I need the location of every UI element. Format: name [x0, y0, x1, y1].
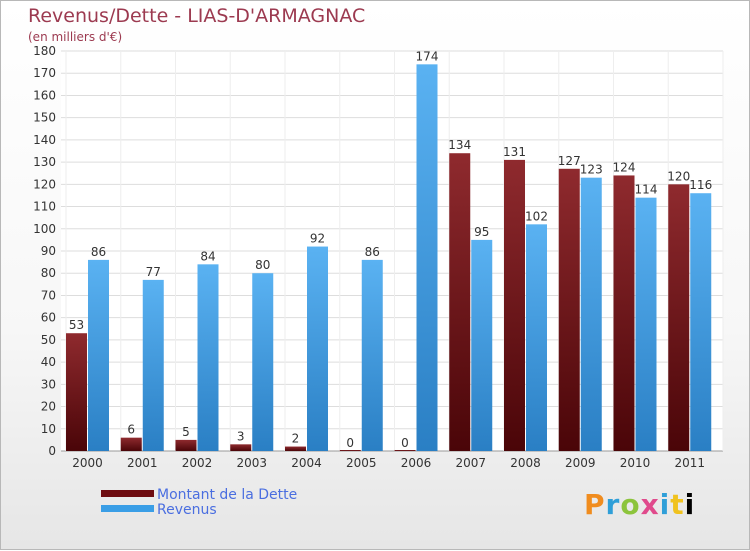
x-tick-label-2009: 2009: [565, 456, 596, 470]
y-tick-label: 10: [41, 422, 56, 436]
bar-revenus-2007: [471, 239, 493, 451]
proxiti-logo: Proxiti: [584, 488, 696, 521]
data-label-revenus-2002: 84: [200, 249, 215, 263]
y-tick-label: 20: [41, 400, 56, 414]
data-label-debt-2000: 53: [69, 318, 84, 332]
data-label-debt-2006: 0: [401, 436, 409, 450]
data-label-revenus-2008: 102: [525, 209, 548, 223]
data-label-debt-2001: 6: [127, 423, 135, 437]
bar-debt-2007: [449, 153, 471, 451]
y-tick-label: 80: [41, 266, 56, 280]
data-label-revenus-2003: 80: [255, 258, 270, 272]
data-label-revenus-2011: 116: [689, 178, 712, 192]
bar-debt-2005: [339, 450, 361, 451]
bar-debt-2003: [230, 444, 252, 451]
bar-debt-2004: [285, 446, 306, 451]
legend-label-revenus: Revenus: [157, 502, 217, 518]
bar-revenus-2003: [252, 273, 274, 451]
x-tick-label-2010: 2010: [620, 456, 651, 470]
x-tick-label-2002: 2002: [182, 456, 213, 470]
y-tick-label: 160: [33, 88, 56, 102]
bar-debt-2001: [120, 437, 142, 451]
bar-debt-2006: [394, 450, 416, 451]
data-label-debt-2010: 124: [613, 160, 636, 174]
bar-revenus-2009: [580, 177, 602, 451]
y-tick-label: 30: [41, 377, 56, 391]
data-label-debt-2004: 2: [292, 432, 300, 446]
legend-swatch-revenus: [101, 505, 154, 512]
y-tick-label: 150: [33, 111, 56, 125]
x-tick-label-2011: 2011: [674, 456, 705, 470]
data-label-revenus-2007: 95: [474, 225, 489, 239]
data-label-debt-2011: 120: [667, 169, 690, 183]
x-tick-label-2007: 2007: [455, 456, 486, 470]
x-tick-label-2006: 2006: [401, 456, 432, 470]
bar-revenus-2010: [635, 197, 657, 451]
bar-debt-2008: [504, 159, 525, 451]
y-tick-label: 140: [33, 133, 56, 147]
data-label-revenus-2000: 86: [91, 245, 106, 259]
y-tick-label: 100: [33, 222, 56, 236]
bar-revenus-2006: [416, 64, 438, 452]
y-tick-label: 0: [48, 444, 56, 458]
data-label-revenus-2004: 92: [310, 232, 325, 246]
y-tick-label: 170: [33, 66, 56, 80]
x-tick-label-2005: 2005: [346, 456, 377, 470]
bar-revenus-2004: [307, 246, 328, 451]
y-tick-label: 130: [33, 155, 56, 169]
chart-title: Revenus/Dette - LIAS-D'ARMAGNAC: [28, 5, 366, 27]
data-label-debt-2008: 131: [503, 145, 526, 159]
data-label-revenus-2005: 86: [365, 245, 380, 259]
data-label-revenus-2009: 123: [580, 163, 603, 177]
x-tick-label-2004: 2004: [291, 456, 322, 470]
x-tick-label-2008: 2008: [510, 456, 541, 470]
y-tick-label: 60: [41, 311, 56, 325]
x-tick-label-2003: 2003: [236, 456, 267, 470]
y-tick-label: 90: [41, 244, 56, 258]
bar-revenus-2008: [526, 224, 547, 451]
data-label-debt-2005: 0: [346, 436, 354, 450]
y-tick-label: 180: [33, 44, 56, 58]
legend-label-debt: Montant de la Dette: [157, 487, 298, 503]
data-label-debt-2002: 5: [182, 425, 190, 439]
bar-revenus-2001: [142, 279, 164, 451]
data-label-revenus-2006: 174: [416, 49, 439, 63]
y-tick-label: 70: [41, 288, 56, 302]
bar-debt-2002: [175, 439, 197, 451]
x-tick-label-2000: 2000: [72, 456, 103, 470]
x-tick-label-2001: 2001: [127, 456, 158, 470]
bar-revenus-2005: [361, 259, 383, 451]
data-label-debt-2003: 3: [237, 429, 245, 443]
chart-subtitle: (en milliers d'€): [28, 30, 123, 44]
bar-debt-2000: [66, 333, 87, 451]
legend-swatch-debt: [101, 490, 154, 497]
bar-revenus-2011: [690, 193, 712, 451]
bar-debt-2010: [613, 175, 635, 451]
bar-debt-2011: [668, 184, 690, 452]
data-label-revenus-2001: 77: [146, 265, 161, 279]
y-tick-label: 120: [33, 177, 56, 191]
data-label-debt-2009: 127: [558, 154, 581, 168]
data-label-revenus-2010: 114: [635, 183, 658, 197]
bar-debt-2009: [558, 168, 580, 451]
y-tick-label: 40: [41, 355, 56, 369]
y-tick-label: 50: [41, 333, 56, 347]
bar-revenus-2002: [197, 264, 219, 451]
bar-revenus-2000: [88, 259, 109, 451]
y-tick-label: 110: [33, 200, 56, 214]
data-label-debt-2007: 134: [448, 138, 471, 152]
